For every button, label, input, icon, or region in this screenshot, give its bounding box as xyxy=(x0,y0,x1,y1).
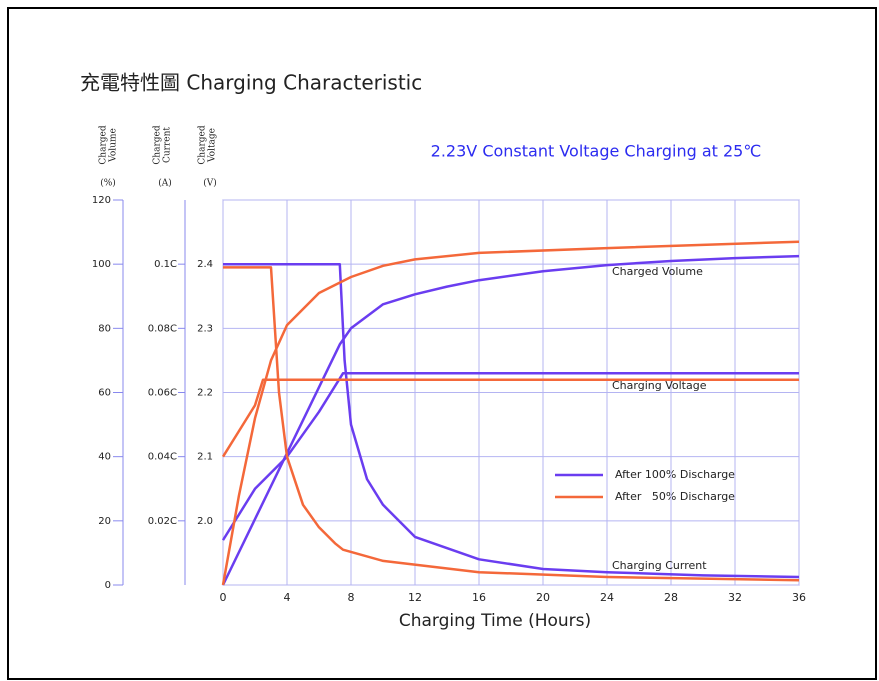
y-tick-label: 2.2 xyxy=(197,388,213,399)
x-tick-label: 20 xyxy=(536,591,550,604)
axis-unit: (A) xyxy=(158,178,172,189)
volume-line xyxy=(221,240,800,586)
voltage-line xyxy=(221,372,799,541)
y-tick-label: 20 xyxy=(98,516,111,527)
y-tick-label: 0.04C xyxy=(148,452,177,463)
y-tick-label: 2.4 xyxy=(197,259,213,270)
x-tick-label: 8 xyxy=(348,591,355,604)
chart-subtitle: 2.23V Constant Voltage Charging at 25℃ xyxy=(431,142,762,161)
x-tick-label: 16 xyxy=(472,591,486,604)
x-tick-label: 32 xyxy=(728,591,742,604)
y-tick-label: 0.02C xyxy=(148,516,177,527)
y-tick-label: 2.3 xyxy=(197,323,213,334)
y-tick-label: 0 xyxy=(105,580,111,591)
y-tick-label: 0.1C xyxy=(154,259,177,270)
axis-header: Charged xyxy=(153,125,163,164)
axis-header: Charged xyxy=(99,125,109,164)
y-tick-label: 40 xyxy=(98,452,111,463)
y-tick-label: 0.06C xyxy=(148,388,177,399)
x-tick-label: 36 xyxy=(792,591,806,604)
y-tick-label: 80 xyxy=(98,323,111,334)
chart-title: 充電特性圖 Charging Characteristic xyxy=(80,71,422,95)
annotation: Charging Voltage xyxy=(612,379,707,392)
axis-unit: (%) xyxy=(100,178,116,189)
x-axis-label: Charging Time (Hours) xyxy=(399,611,591,631)
y-tick-label: 2.0 xyxy=(197,516,213,527)
legend-label: After 100% Discharge xyxy=(615,468,735,481)
axis-header: Voltage xyxy=(208,128,218,163)
axis-header: Volume xyxy=(109,128,119,163)
axis-unit: (V) xyxy=(203,178,217,189)
annotation: Charged Volume xyxy=(612,265,703,278)
annotation: Charging Current xyxy=(612,559,707,572)
x-tick-label: 0 xyxy=(220,591,227,604)
x-tick-label: 28 xyxy=(664,591,678,604)
legend-label: After 50% Discharge xyxy=(615,490,735,503)
y-tick-label: 60 xyxy=(98,388,111,399)
y-tick-label: 2.1 xyxy=(197,452,213,463)
voltage-line xyxy=(221,378,799,458)
axis-header: Charged xyxy=(198,125,208,164)
volume-line xyxy=(221,254,800,586)
x-tick-label: 4 xyxy=(284,591,291,604)
y-tick-label: 0.08C xyxy=(148,323,177,334)
axis-header: Current xyxy=(163,127,173,163)
current-line xyxy=(223,266,800,582)
current-line xyxy=(223,262,800,579)
y-tick-label: 100 xyxy=(92,259,111,270)
x-tick-label: 24 xyxy=(600,591,614,604)
y-tick-label: 120 xyxy=(92,195,111,206)
x-tick-label: 12 xyxy=(408,591,422,604)
